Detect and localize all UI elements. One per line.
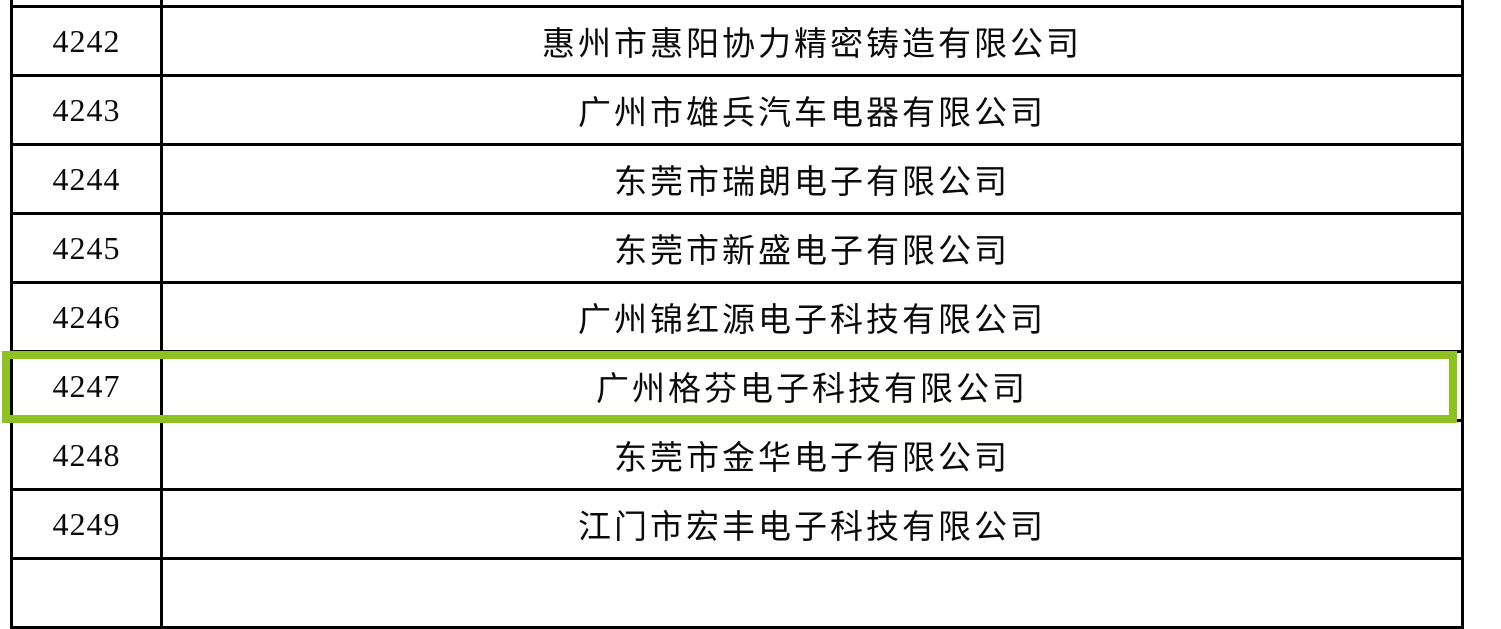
table-row: 4244 东莞市瑞朗电子有限公司 [13, 146, 1461, 215]
company-name-cell [163, 0, 1461, 5]
company-name-cell: 广州锦红源电子科技有限公司 [578, 303, 1046, 339]
table-row: 4242 惠州市惠阳协力精密铸造有限公司 [13, 8, 1461, 77]
row-number-cell: 4246 [13, 284, 163, 350]
table-row: 4249 江门市宏丰电子科技有限公司 [13, 491, 1461, 560]
row-number-cell: 4247 [13, 353, 163, 419]
row-number-cell: 4248 [13, 422, 163, 488]
row-number-cell: 4249 [13, 491, 163, 557]
company-table: 4242 惠州市惠阳协力精密铸造有限公司 4243 广州市雄兵汽车电器有限公司 … [2, 0, 1464, 629]
company-name-cell: 东莞市瑞朗电子有限公司 [614, 165, 1010, 201]
company-name-cell: 东莞市新盛电子有限公司 [614, 234, 1010, 270]
row-number-cell [13, 0, 163, 5]
table-row: 4245 东莞市新盛电子有限公司 [13, 215, 1461, 284]
company-name-cell [163, 560, 1461, 626]
table-row: 4248 东莞市金华电子有限公司 [13, 422, 1461, 491]
table-row: 4243 广州市雄兵汽车电器有限公司 [13, 77, 1461, 146]
row-number-cell: 4245 [13, 215, 163, 281]
document-page: { "page": { "background_color": "#ffffff… [2, 0, 1464, 629]
table-row: 4246 广州锦红源电子科技有限公司 [13, 284, 1461, 353]
company-name-cell: 东莞市金华电子有限公司 [614, 441, 1010, 477]
row-number-cell: 4244 [13, 146, 163, 212]
row-number-cell: 4242 [13, 8, 163, 74]
company-name-cell: 惠州市惠阳协力精密铸造有限公司 [542, 27, 1082, 63]
company-name-cell: 广州市雄兵汽车电器有限公司 [578, 96, 1046, 132]
table-row: 4247 广州格芬电子科技有限公司 [2, 351, 1461, 423]
table-row-partial-top [13, 0, 1461, 8]
table-row-partial-bottom [13, 560, 1461, 629]
row-number-cell [13, 560, 163, 626]
company-name-cell: 江门市宏丰电子科技有限公司 [578, 510, 1046, 546]
company-name-cell: 广州格芬电子科技有限公司 [596, 372, 1028, 408]
row-number-cell: 4243 [13, 77, 163, 143]
